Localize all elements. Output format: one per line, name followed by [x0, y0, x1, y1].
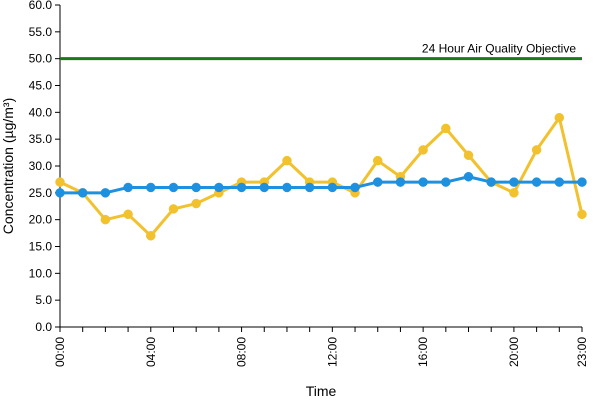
data-point — [395, 177, 406, 187]
data-point — [531, 145, 542, 155]
objective-label: 24 Hour Air Quality Objective — [422, 42, 576, 56]
x-tick-label: 04:00 — [144, 337, 158, 367]
x-axis-title: Time — [306, 383, 337, 399]
data-point — [168, 182, 179, 193]
y-tick-label: 40.0 — [29, 105, 53, 119]
data-point — [509, 188, 519, 198]
data-point — [531, 177, 542, 187]
data-point — [282, 155, 292, 166]
data-point — [214, 182, 224, 193]
data-point — [100, 188, 111, 198]
x-tick-label: 20:00 — [507, 337, 521, 367]
data-point — [55, 177, 65, 187]
data-point — [486, 177, 496, 187]
y-tick-label: 45.0 — [29, 79, 53, 93]
x-tick-label: 23:00 — [575, 337, 589, 367]
data-point — [554, 177, 565, 187]
data-point — [372, 177, 383, 187]
data-point — [55, 188, 65, 198]
series-2 — [55, 171, 587, 198]
y-tick-label: 15.0 — [29, 240, 53, 254]
data-point — [123, 209, 133, 220]
data-point — [509, 177, 519, 187]
data-point — [146, 182, 156, 193]
y-tick-label: 60.0 — [29, 0, 53, 12]
data-point — [441, 123, 451, 134]
series-line — [59, 116, 584, 238]
y-tick-label: 30.0 — [29, 159, 53, 173]
y-tick-label: 10.0 — [29, 266, 53, 280]
data-point — [146, 231, 156, 241]
y-axis: 0.0 5.0 10.0 15.0 20.0 25.0 30.0 35.0 40.0 45.0 50… — [29, 0, 61, 334]
series-group — [55, 112, 587, 241]
data-point — [577, 209, 587, 220]
data-point — [259, 182, 270, 193]
data-point — [372, 155, 383, 166]
data-point — [236, 182, 247, 193]
data-point — [418, 145, 428, 155]
data-point — [554, 112, 565, 123]
data-point — [350, 182, 360, 193]
data-point — [282, 182, 292, 193]
series-1 — [55, 112, 587, 241]
data-point — [327, 182, 338, 193]
y-tick-label: 55.0 — [29, 25, 53, 39]
y-tick-label: 25.0 — [29, 186, 53, 200]
x-tick-label: 16:00 — [416, 337, 430, 367]
y-axis-title: Concentration (µg/m³) — [0, 98, 16, 234]
data-point — [77, 188, 88, 198]
x-axis: 00:00 04:00 08:00 12:00 16:00 20:00 23:00 — [53, 326, 589, 367]
data-point — [418, 177, 428, 187]
x-tick-label: 00:00 — [53, 337, 67, 367]
x-tick-label: 08:00 — [235, 337, 249, 367]
data-point — [463, 150, 474, 161]
y-tick-label: 20.0 — [29, 213, 53, 227]
y-tick-label: 50.0 — [29, 52, 53, 66]
objective-line-group: 24 Hour Air Quality Objective — [60, 42, 582, 61]
x-tick-label: 12:00 — [325, 337, 339, 367]
data-point — [577, 177, 587, 187]
y-tick-label: 0.0 — [35, 320, 52, 334]
data-point — [463, 171, 474, 182]
data-point — [191, 182, 201, 193]
data-point — [168, 204, 179, 214]
data-point — [441, 177, 451, 187]
data-point — [100, 214, 111, 225]
y-tick-label: 35.0 — [29, 132, 53, 146]
data-point — [304, 182, 315, 193]
y-tick-label: 5.0 — [35, 293, 52, 307]
data-point — [123, 182, 133, 193]
series-line — [60, 175, 582, 195]
data-point — [191, 198, 201, 209]
